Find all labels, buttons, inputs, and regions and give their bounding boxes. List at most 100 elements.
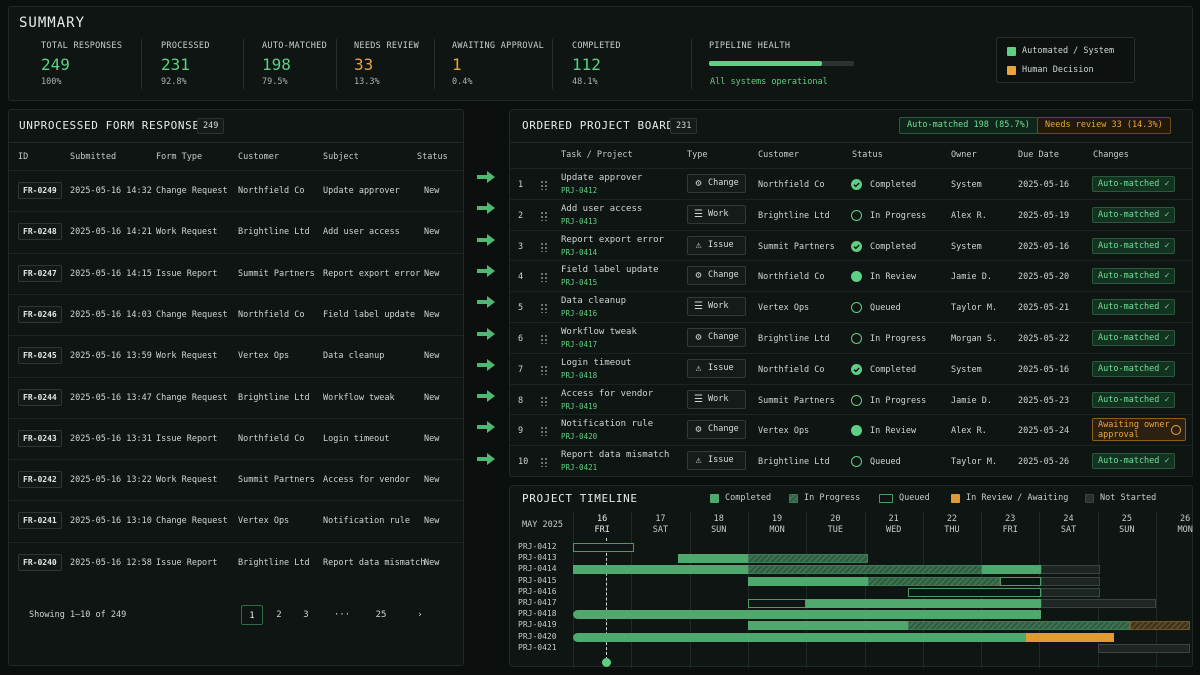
auto-matched-badge[interactable]: Auto-matched ✓ [1092, 299, 1175, 316]
timeline-bar[interactable] [748, 599, 806, 608]
drag-handle-icon[interactable] [540, 210, 548, 221]
day-number: 17 [655, 514, 666, 524]
drag-handle-icon[interactable] [540, 457, 548, 468]
timeline-bar[interactable] [1000, 576, 1041, 586]
drag-handle-icon[interactable] [540, 272, 548, 283]
page-25-button[interactable]: 25 [375, 610, 387, 620]
col-subject[interactable]: Subject [323, 152, 359, 162]
table-row[interactable]: FR-0241 2025-05-16 13:10 Change Request Ver… [9, 500, 463, 541]
task-name: Access for vendor [561, 388, 654, 399]
subject: Add user access [323, 227, 400, 238]
board-row[interactable]: 6 Workflow tweak PRJ-0417 ⚙ Change Brightline… [510, 322, 1192, 353]
auto-matched-badge[interactable]: Auto-matched ✓ [1092, 391, 1175, 408]
row-number: 2 [518, 210, 524, 221]
timeline-bar[interactable] [1041, 587, 1100, 597]
board-row[interactable]: 10 Report data mismatch PRJ-0421 ⚠ Issue Brig… [510, 445, 1192, 476]
auto-matched-badge[interactable]: Auto-matched ✓ [1092, 206, 1175, 223]
timeline-bar[interactable] [908, 621, 1130, 631]
project-id[interactable]: PRJ-0414 [561, 247, 598, 257]
board-row[interactable]: 4 Field label update PRJ-0415 ⚙ Change Northf… [510, 260, 1192, 291]
status-dot-icon [851, 425, 862, 437]
col-status[interactable]: Status [852, 150, 883, 160]
drag-handle-icon[interactable] [540, 334, 548, 344]
timeline-bar[interactable] [748, 576, 868, 586]
day-weekday: FRI [594, 525, 610, 535]
board-row[interactable]: 7 Login timeout PRJ-0418 ⚠ Issue Northfield C… [510, 352, 1192, 384]
col-customer[interactable]: Customer [758, 150, 799, 160]
timeline-bar[interactable] [1026, 632, 1114, 642]
timeline-bar[interactable] [573, 543, 634, 552]
timeline-bar[interactable] [678, 554, 748, 564]
auto-matched-badge[interactable]: Auto-matched ✓ [1092, 237, 1175, 254]
board-row[interactable]: 1 Update approver PRJ-0412 ⚙ Change Northfiel… [510, 168, 1192, 199]
timeline-bar[interactable] [1041, 565, 1100, 575]
col-due-date[interactable]: Due Date [1018, 150, 1059, 160]
drag-handle-icon[interactable] [540, 180, 548, 190]
timeline-bar[interactable] [1098, 643, 1190, 653]
type-chip: ⚙ Change [687, 420, 746, 440]
table-row[interactable]: FR-0248 2025-05-16 14:21 Work Request Brigh… [9, 211, 463, 252]
table-row[interactable]: FR-0244 2025-05-16 13:47 Change Request Bri… [9, 376, 463, 418]
col-task-project[interactable]: Task / Project [561, 150, 633, 160]
table-row[interactable]: FR-0243 2025-05-16 13:31 Issue Report North… [9, 417, 463, 459]
drag-handle-icon[interactable] [540, 364, 548, 375]
gear-icon: ⚙ [695, 424, 702, 436]
project-id[interactable]: PRJ-0413 [561, 216, 598, 226]
timeline-bar[interactable] [1130, 621, 1190, 631]
col-id[interactable]: ID [18, 152, 29, 162]
timeline-bar[interactable] [748, 621, 908, 631]
col-form-type[interactable]: Form Type [156, 152, 203, 162]
legend-label: Completed [725, 493, 772, 503]
col-submitted[interactable]: Submitted [70, 152, 117, 162]
page-3-button[interactable]: 3 [303, 610, 309, 620]
drag-handle-icon[interactable] [540, 303, 548, 314]
col-customer[interactable]: Customer [238, 152, 279, 162]
project-id[interactable]: PRJ-0418 [561, 370, 598, 380]
project-id[interactable]: PRJ-0415 [561, 278, 598, 288]
timeline-bar[interactable] [573, 632, 1026, 642]
timeline-bar[interactable] [1041, 576, 1100, 586]
col-changes[interactable]: Changes [1093, 150, 1129, 160]
page-2-button[interactable]: 2 [276, 610, 282, 620]
table-row[interactable]: FR-0247 2025-05-16 14:15 Issue Report Summi… [9, 252, 463, 294]
page-1-button[interactable]: 1 [241, 605, 263, 625]
auto-matched-badge[interactable]: Auto-matched ✓ [1092, 176, 1175, 192]
auto-matched-badge[interactable]: Auto-matched ✓ [1092, 360, 1175, 377]
timeline-bar[interactable] [748, 554, 868, 564]
timeline-bar[interactable] [868, 576, 1000, 586]
next-page-button[interactable]: › [417, 610, 423, 620]
board-row[interactable]: 8 Access for vendor PRJ-0419 ☰ Work Summit Pa… [510, 383, 1192, 415]
auto-matched-badge[interactable]: Auto-matched ✓ [1092, 268, 1175, 285]
table-row[interactable]: FR-0240 2025-05-16 12:58 Issue Report Brigh… [9, 541, 463, 583]
auto-matched-badge[interactable]: Auto-matched ✓ [1092, 330, 1175, 346]
timeline-bar[interactable] [573, 565, 748, 575]
project-id[interactable]: PRJ-0417 [561, 340, 598, 349]
project-id[interactable]: PRJ-0419 [561, 401, 598, 411]
project-id[interactable]: PRJ-0421 [561, 463, 598, 473]
col-type[interactable]: Type [687, 150, 708, 160]
table-row[interactable]: FR-0245 2025-05-16 13:59 Work Request Verte… [9, 335, 463, 376]
awaiting-approval-badge[interactable]: Awaiting owner approval [1092, 418, 1186, 442]
col-status[interactable]: Status [417, 152, 448, 162]
drag-handle-icon[interactable] [540, 241, 548, 252]
timeline-bar[interactable] [806, 599, 1041, 608]
timeline-bar[interactable] [908, 587, 1041, 597]
table-row[interactable]: FR-0246 2025-05-16 14:03 Change Request Nor… [9, 293, 463, 335]
auto-matched-badge[interactable]: Auto-matched ✓ [1092, 453, 1175, 470]
drag-handle-icon[interactable] [540, 426, 548, 437]
board-row[interactable]: 3 Report export error PRJ-0414 ⚠ Issue Summit… [510, 229, 1192, 261]
timeline-bar[interactable] [1041, 599, 1156, 608]
board-row[interactable]: 2 Add user access PRJ-0413 ☰ Work Brightline … [510, 198, 1192, 230]
drag-handle-icon[interactable] [540, 395, 548, 406]
board-row[interactable]: 9 Notification rule PRJ-0420 ⚙ Change Vertex … [510, 414, 1192, 445]
board-row[interactable]: 5 Data cleanup PRJ-0416 ☰ Work Vertex Ops Queu… [510, 291, 1192, 322]
timeline-bar[interactable] [573, 610, 1041, 620]
project-id[interactable]: PRJ-0416 [561, 309, 598, 319]
table-row[interactable]: FR-0242 2025-05-16 13:22 Work Request Summi… [9, 459, 463, 500]
table-row[interactable]: FR-0249 2025-05-16 14:32 Change Request Nor… [9, 170, 463, 211]
col-owner[interactable]: Owner [951, 150, 977, 160]
project-id[interactable]: PRJ-0420 [561, 432, 598, 442]
project-id[interactable]: PRJ-0412 [561, 186, 598, 195]
timeline-bar[interactable] [748, 565, 982, 575]
timeline-bar[interactable] [982, 565, 1041, 575]
